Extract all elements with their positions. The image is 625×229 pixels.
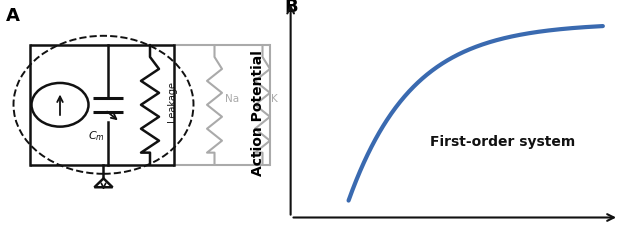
- Text: K: K: [271, 93, 278, 104]
- Text: Leakage: Leakage: [166, 80, 176, 121]
- Text: Action Potential: Action Potential: [251, 49, 266, 175]
- Text: Na: Na: [225, 93, 239, 104]
- Text: First-order system: First-order system: [431, 135, 576, 149]
- Text: A: A: [6, 7, 20, 25]
- Text: $C_m$: $C_m$: [89, 128, 105, 142]
- Text: B: B: [284, 0, 298, 16]
